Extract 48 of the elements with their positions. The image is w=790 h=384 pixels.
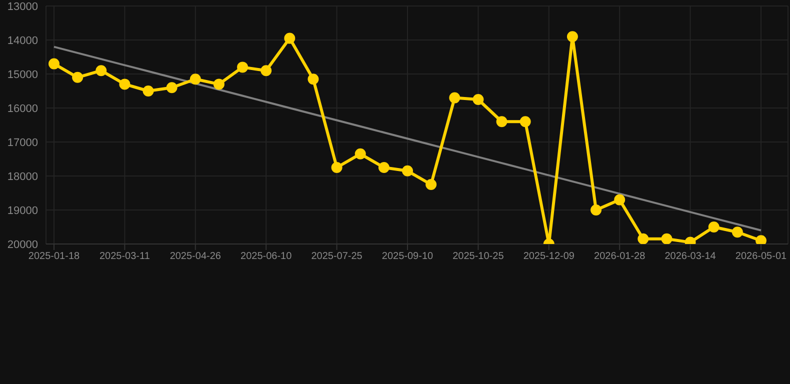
point (237, 62, 248, 73)
y-tick-label: 18000 (7, 170, 38, 183)
point (142, 86, 154, 96)
point (96, 65, 107, 76)
point (72, 72, 84, 83)
point (756, 235, 766, 244)
point (614, 194, 626, 206)
point (119, 78, 130, 90)
point (213, 78, 224, 90)
x-tick-label: 2025-04-26 (170, 251, 222, 262)
point (520, 116, 531, 128)
point (308, 74, 319, 85)
point (354, 148, 366, 160)
point (402, 165, 413, 176)
point (496, 116, 508, 128)
point (449, 92, 460, 104)
point (590, 204, 602, 216)
y-tick-label: 15000 (7, 68, 38, 81)
point (331, 162, 342, 173)
y-tick-label: 16000 (7, 102, 38, 115)
x-tick-label: 2025-09-10 (382, 251, 434, 262)
point (472, 94, 484, 105)
point (378, 162, 390, 173)
x-tick-label: 2026-03-14 (664, 251, 716, 262)
point (708, 222, 720, 232)
point (48, 58, 60, 70)
x-tick-label: 2025-07-25 (311, 251, 363, 262)
y-tick-label: 17000 (7, 136, 38, 149)
x-tick-label: 2025-06-10 (240, 251, 292, 262)
x-tick-label: 2025-01-18 (28, 251, 80, 262)
point (566, 31, 578, 42)
point (284, 32, 296, 44)
x-tick-label: 2026-01-28 (594, 251, 646, 262)
point (732, 226, 743, 238)
y-tick-label: 19000 (7, 204, 38, 217)
point (426, 179, 437, 190)
point (661, 233, 672, 244)
x-tick-label: 2025-03-11 (99, 251, 150, 262)
point (190, 74, 201, 85)
y-tick-label: 14000 (7, 34, 38, 47)
point (260, 65, 272, 76)
point (638, 233, 649, 244)
y-tick-label: 20000 (7, 238, 38, 251)
x-tick-label: 2025-10-25 (452, 251, 504, 262)
y-tick-label: 13000 (7, 0, 38, 13)
x-tick-label: 2025-12-09 (523, 251, 575, 262)
x-tick-label: 2026-05-01 (735, 251, 788, 262)
point (166, 82, 178, 94)
